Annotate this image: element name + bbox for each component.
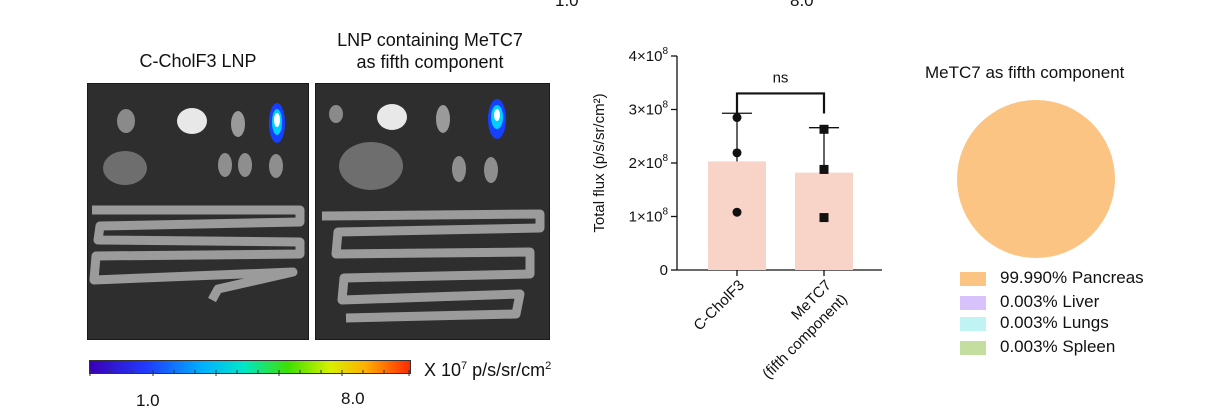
right-organ-image	[315, 83, 550, 340]
pie-title: MeTC7 as fifth component	[925, 63, 1124, 83]
colorbar-unit-prefix: X 10	[424, 360, 461, 380]
cut-label-left: 1.0	[555, 0, 579, 11]
y-axis-label: Total flux (p/s/sr/cm²)	[591, 93, 608, 232]
left-image-title: C-CholF3 LNP	[88, 50, 308, 72]
y-tick-label: 0	[660, 262, 668, 279]
legend-label: 99.990% Pancreas	[1000, 268, 1144, 288]
bar-chart: 0 1×108 2×108 3×108 4×108 Total flux (p/s/sr/…	[560, 30, 920, 410]
legend-swatch	[960, 296, 986, 310]
data-point	[820, 165, 829, 174]
legend-swatch	[960, 317, 986, 331]
right-image-title-line1: LNP containing MeTC7	[305, 29, 555, 51]
colorbar-unit: X 107 p/s/sr/cm2	[424, 360, 551, 381]
legend-label: 0.003% Lungs	[1000, 313, 1109, 333]
data-point	[733, 208, 742, 217]
y-tick-label: 4×108	[629, 46, 669, 65]
legend-swatch	[960, 341, 986, 355]
pie-chart	[955, 98, 1117, 260]
right-image-title: LNP containing MeTC7 as fifth component	[305, 29, 555, 73]
y-tick-label: 3×108	[629, 100, 669, 119]
colorbar-min-label: 1.0	[136, 391, 160, 411]
legend-label: 0.003% Liver	[1000, 292, 1099, 312]
y-tick-label: 2×108	[629, 153, 669, 172]
legend-swatch	[960, 272, 986, 286]
colorbar-unit-suffix: p/s/sr/cm	[467, 360, 545, 380]
colorbar-max-label: 8.0	[341, 389, 365, 409]
data-point	[820, 125, 829, 134]
data-point	[733, 148, 742, 157]
data-point	[820, 213, 829, 222]
colorbar-unit-suffix-exp: 2	[545, 360, 551, 372]
right-image-title-line2: as fifth component	[305, 51, 555, 73]
significance-label: ns	[773, 69, 789, 86]
colorbar-ticks	[89, 370, 411, 378]
cut-label-right: 8.0	[790, 0, 814, 11]
left-organ-image	[87, 83, 309, 340]
legend-label: 0.003% Spleen	[1000, 337, 1115, 357]
x-tick-label-1: C-CholF3	[690, 277, 747, 334]
significance-bracket	[737, 93, 824, 113]
y-tick-label: 1×108	[629, 207, 669, 226]
data-point	[733, 113, 742, 122]
